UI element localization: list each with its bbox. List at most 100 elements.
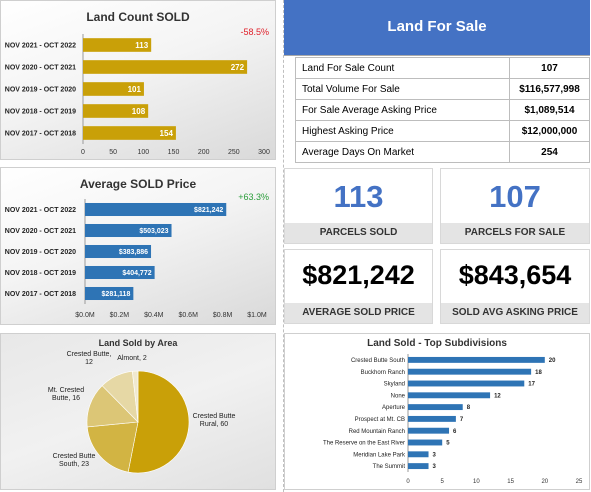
- land-sold-by-area-panel: Land Sold by Area Crested Butte Rural, 60…: [0, 333, 276, 490]
- data-label: $503,023: [139, 228, 168, 235]
- bar: [85, 244, 152, 259]
- x-tick-label: $0.0M: [75, 312, 95, 319]
- average-sold-price-panel: Average SOLD Price +63.3% NOV 2021 - OCT…: [0, 167, 276, 325]
- bar: [408, 427, 450, 434]
- category-label: Buckhorn Ranch: [361, 370, 405, 376]
- bar: [85, 202, 227, 217]
- bar: [85, 286, 134, 301]
- pie-label: Crested Butte Rural, 60: [193, 413, 236, 428]
- kpi-parcels-sold: 113 PARCELS SOLD: [284, 168, 433, 244]
- bar: [408, 404, 463, 411]
- bar: [85, 223, 172, 238]
- category-label: The Summit: [373, 464, 406, 470]
- x-tick-label: 0: [406, 479, 410, 485]
- average-sold-price-title: Average SOLD Price: [79, 177, 197, 191]
- x-tick-label: $0.6M: [178, 312, 198, 319]
- bar: [408, 415, 456, 422]
- x-tick-label: 15: [507, 479, 514, 485]
- category-label: Red Mountain Ranch: [349, 429, 405, 435]
- pie-label: Mt. Crested Butte, 16: [48, 387, 84, 402]
- bar: [408, 392, 491, 399]
- category-label: NOV 2021 - OCT 2022: [5, 42, 76, 49]
- row-value: 107: [509, 57, 590, 79]
- x-tick-label: $0.8M: [213, 312, 233, 319]
- x-tick-label: 50: [109, 149, 117, 156]
- data-label: 108: [132, 107, 146, 116]
- x-tick-label: 10: [473, 479, 480, 485]
- category-label: NOV 2018 - OCT 2019: [5, 108, 76, 115]
- pie-label: Crested Butte South, 23: [53, 453, 96, 468]
- top-subdivisions-chart: Crested Butte South 20 Buckhorn Ranch 18 Sky…: [323, 354, 583, 485]
- category-label: Crested Butte South: [351, 358, 405, 364]
- land-for-sale-row: Land For Sale Count 107: [295, 57, 590, 79]
- x-tick-label: 150: [168, 149, 180, 156]
- data-label: 20: [549, 358, 556, 364]
- pie-slice: [127, 370, 190, 474]
- data-label: 17: [528, 382, 535, 388]
- data-label: $404,772: [122, 270, 151, 277]
- x-tick-label: 0: [81, 149, 85, 156]
- dashed-divider: [283, 0, 284, 492]
- bar: [85, 265, 155, 280]
- row-value: $116,577,998: [509, 78, 590, 100]
- land-count-sold-chart: NOV 2021 - OCT 2022 113 NOV 2020 - OCT 202…: [5, 34, 270, 156]
- kpi-average-sold-price: $821,242 AVERAGE SOLD PRICE: [284, 249, 433, 324]
- pie-label: Crested Butte, 12: [67, 351, 112, 366]
- category-label: Meridian Lake Park: [353, 452, 406, 458]
- pie-slice: [86, 421, 139, 473]
- land-for-sale-title: Land For Sale: [387, 18, 487, 35]
- average-price-change: +63.3%: [238, 192, 269, 202]
- bar: [83, 60, 248, 74]
- row-label: For Sale Average Asking Price: [295, 99, 510, 121]
- x-tick-label: $1.0M: [247, 312, 267, 319]
- x-tick-label: 300: [258, 149, 270, 156]
- data-label: 101: [128, 85, 142, 94]
- x-tick-label: 25: [576, 479, 583, 485]
- land-count-sold-title: Land Count SOLD: [86, 10, 190, 24]
- kpi-value: 107: [489, 179, 541, 214]
- category-label: NOV 2020 - OCT 2021: [5, 228, 76, 235]
- row-label: Highest Asking Price: [295, 120, 510, 142]
- x-tick-label: 100: [137, 149, 149, 156]
- data-label: 8: [467, 405, 471, 411]
- kpi-sold-avg-asking-price: $843,654 SOLD AVG ASKING PRICE: [440, 249, 590, 324]
- bar: [408, 368, 532, 375]
- x-tick-label: 250: [228, 149, 240, 156]
- land-for-sale-row: For Sale Average Asking Price $1,089,514: [295, 99, 590, 121]
- pie-slice: [132, 370, 139, 423]
- bar: [408, 451, 429, 458]
- x-tick-label: 20: [541, 479, 548, 485]
- category-label: NOV 2019 - OCT 2020: [5, 249, 76, 256]
- land-sold-by-area-chart: Crested Butte Rural, 60 Crested Butte South…: [48, 351, 236, 474]
- category-label: Skyland: [384, 382, 405, 388]
- data-label: 154: [160, 129, 174, 138]
- data-label: 3: [433, 464, 437, 470]
- pie-label: Almont, 2: [117, 355, 147, 362]
- row-value: 254: [509, 141, 590, 163]
- bar: [83, 126, 176, 140]
- row-value: $1,089,514: [509, 99, 590, 121]
- row-label: Land For Sale Count: [295, 57, 510, 79]
- top-subdivisions-title: Land Sold - Top Subdivisions: [367, 338, 507, 349]
- x-tick-label: 200: [198, 149, 210, 156]
- data-label: 6: [453, 429, 457, 435]
- data-label: 113: [135, 41, 148, 50]
- bar: [83, 104, 149, 118]
- kpi-value: $843,654: [458, 260, 572, 290]
- average-sold-price-chart: NOV 2021 - OCT 2022 $821,242 NOV 2020 - OC…: [5, 199, 267, 319]
- bar: [408, 463, 429, 470]
- category-label: The Reserve on the East River: [323, 441, 405, 447]
- category-label: NOV 2018 - OCT 2019: [5, 270, 76, 277]
- data-label: $281,118: [102, 291, 131, 298]
- category-label: Prospect at Mt. CB: [355, 417, 405, 423]
- top-subdivisions-panel: Land Sold - Top Subdivisions Crested But…: [284, 333, 590, 490]
- category-label: Aperture: [382, 405, 406, 411]
- kpi-label: SOLD AVG ASKING PRICE: [441, 303, 589, 323]
- data-label: 3: [433, 452, 437, 458]
- data-label: $821,242: [194, 207, 223, 214]
- row-label: Average Days On Market: [295, 141, 510, 163]
- x-tick-label: $0.4M: [144, 312, 164, 319]
- kpi-parcels-for-sale: 107 PARCELS FOR SALE: [440, 168, 590, 244]
- data-label: 18: [535, 370, 542, 376]
- kpi-label: PARCELS SOLD: [285, 223, 432, 243]
